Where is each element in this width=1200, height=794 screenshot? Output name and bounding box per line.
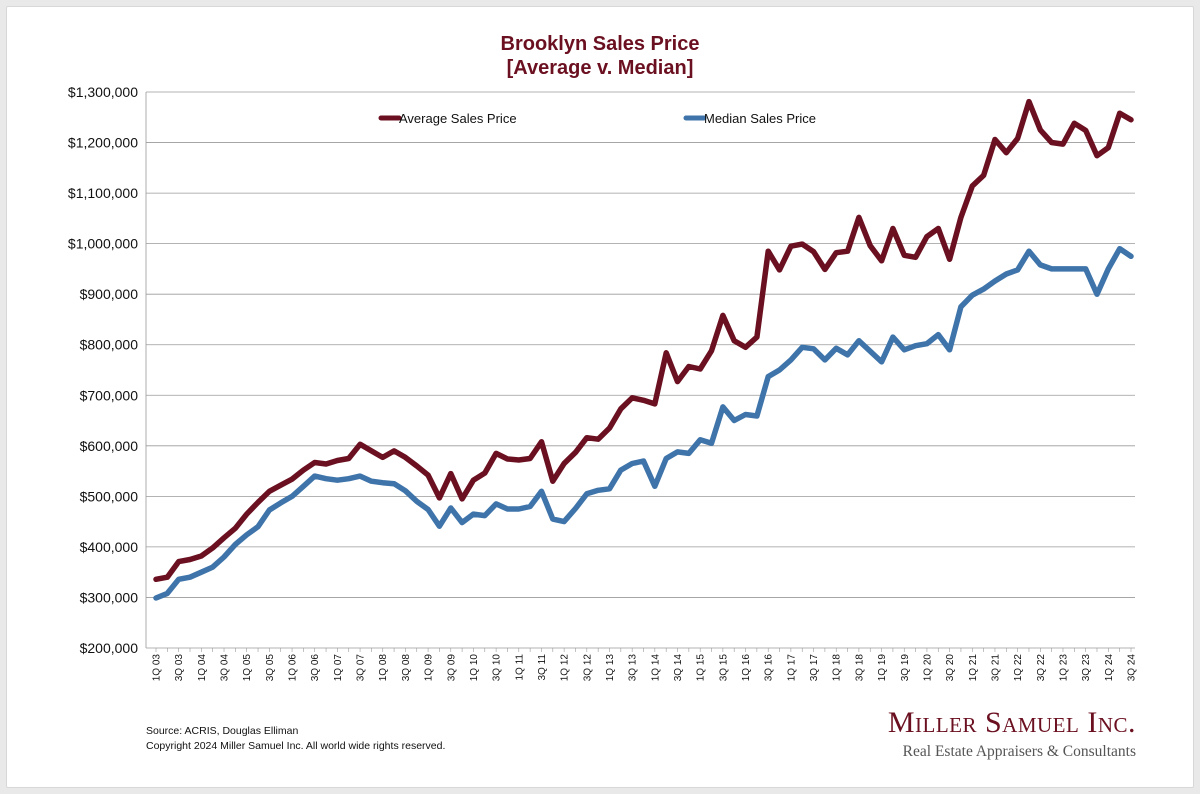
x-tick-label: 3Q 08 [401, 654, 412, 682]
x-tick-label: 1Q 23 [1058, 654, 1069, 682]
median-sales-price-line [153, 245, 1134, 601]
y-axis-ticks: $200,000 $300,000 $400,000 $500,000 $600,000… [68, 84, 138, 656]
x-tick-label: 1Q 24 [1104, 654, 1115, 682]
x-tick-label: 3Q 04 [220, 654, 231, 682]
x-tick-label: 1Q 20 [922, 654, 933, 682]
company-logo-tagline: Real Estate Appraisers & Consultants [902, 743, 1136, 760]
x-tick-label: 3Q 17 [809, 654, 820, 682]
x-tick-label: 3Q 18 [854, 654, 865, 682]
y-tick-label: $400,000 [80, 539, 139, 555]
x-tick-label: 3Q 20 [945, 654, 956, 682]
y-tick-label: $1,100,000 [68, 185, 138, 201]
x-tick-label: 1Q 19 [877, 654, 888, 682]
y-tick-label: $900,000 [80, 286, 139, 302]
copyright-note: Copyright 2024 Miller Samuel Inc. All wo… [146, 740, 446, 752]
y-tick-label: $600,000 [80, 438, 139, 454]
x-tick-label: 1Q 08 [378, 654, 389, 682]
x-tick-label: 1Q 07 [333, 654, 344, 682]
legend: Average Sales Price Median Sales Price [378, 111, 816, 126]
x-tick-label: 1Q 03 [152, 654, 163, 682]
y-tick-label: $1,300,000 [68, 84, 138, 100]
y-tick-label: $200,000 [80, 640, 139, 656]
x-tick-label: 1Q 16 [741, 654, 752, 682]
x-tick-label: 3Q 15 [718, 654, 729, 682]
x-tick-label: 1Q 17 [786, 654, 797, 682]
x-tick-label: 3Q 24 [1127, 654, 1138, 682]
y-tick-label: $700,000 [80, 387, 139, 403]
x-tick-label: 1Q 11 [514, 654, 525, 681]
company-logo-name: Miller Samuel Inc. [887, 706, 1136, 739]
x-tick-label: 3Q 06 [310, 654, 321, 682]
x-tick-label: 1Q 12 [560, 654, 571, 682]
x-tick-label: 1Q 15 [696, 654, 707, 682]
y-tick-label: $300,000 [80, 589, 139, 605]
y-tick-label: $1,200,000 [68, 135, 138, 151]
x-tick-label: 3Q 03 [174, 654, 185, 682]
x-tick-label: 3Q 11 [537, 654, 548, 681]
legend-label-median: Median Sales Price [704, 111, 816, 126]
x-tick-label: 3Q 13 [628, 654, 639, 682]
x-tick-label: 3Q 05 [265, 654, 276, 682]
x-tick-label: 3Q 16 [764, 654, 775, 682]
x-tick-label: 1Q 22 [1013, 654, 1024, 682]
x-axis-ticks: 1Q 03 3Q 03 1Q 04 3Q 04 1Q 05 3Q 05 1Q 06 3Q 06… [152, 648, 1138, 681]
x-tick-label: 1Q 14 [650, 654, 661, 682]
x-tick-label: 1Q 09 [424, 654, 435, 682]
x-tick-label: 3Q 12 [582, 654, 593, 682]
y-tick-label: $500,000 [80, 488, 139, 504]
x-tick-label: 1Q 06 [288, 654, 299, 682]
average-sales-price-line [153, 98, 1134, 583]
x-tick-label: 3Q 10 [492, 654, 503, 682]
x-tick-label: 3Q 14 [673, 654, 684, 682]
y-tick-label: $800,000 [80, 337, 139, 353]
x-tick-label: 1Q 05 [242, 654, 253, 682]
x-tick-label: 1Q 18 [832, 654, 843, 682]
gridlines [145, 91, 1135, 649]
x-tick-label: 1Q 21 [968, 654, 979, 682]
x-tick-label: 3Q 23 [1081, 654, 1092, 682]
x-tick-label: 3Q 19 [900, 654, 911, 682]
chart-subtitle: [Average v. Median] [506, 57, 694, 79]
x-tick-label: 1Q 13 [605, 654, 616, 682]
chart-frame [6, 6, 1194, 788]
y-tick-label: $1,000,000 [68, 236, 138, 252]
series-lines [153, 98, 1134, 601]
legend-label-average: Average Sales Price [399, 111, 517, 126]
x-tick-label: 3Q 21 [990, 654, 1001, 682]
x-tick-label: 3Q 22 [1036, 654, 1047, 682]
source-note: Source: ACRIS, Douglas Elliman [146, 725, 299, 737]
chart-title: Brooklyn Sales Price [500, 33, 700, 55]
x-tick-label: 1Q 04 [197, 654, 208, 682]
x-tick-label: 3Q 09 [446, 654, 457, 682]
x-tick-label: 3Q 07 [356, 654, 367, 682]
x-tick-label: 1Q 10 [469, 654, 480, 682]
